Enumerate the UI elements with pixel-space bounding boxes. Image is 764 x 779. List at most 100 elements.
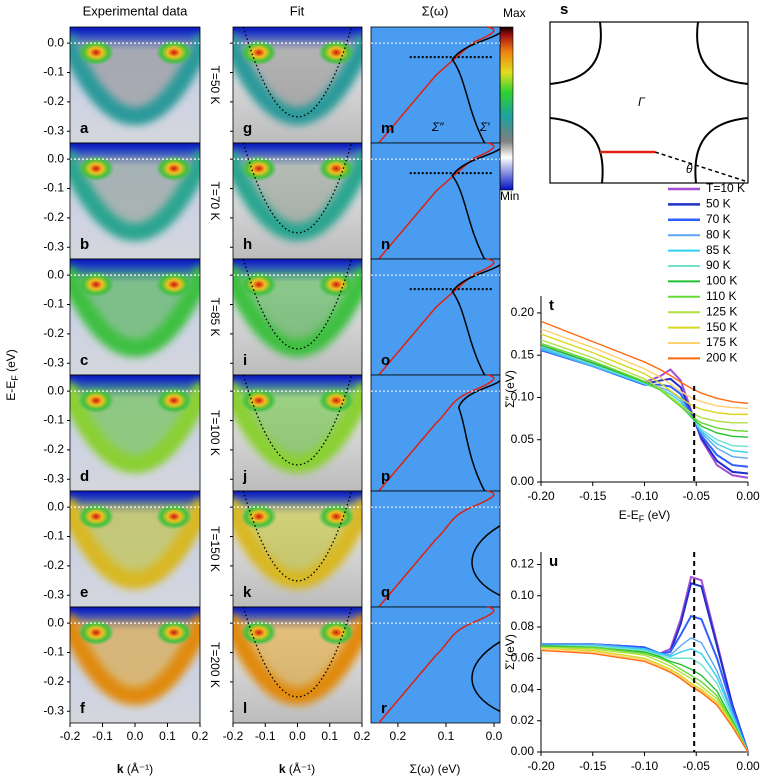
gamma-label: Γ — [638, 95, 646, 109]
column-header: Σ(ω) — [422, 3, 449, 18]
y-tick-label: 0.04 — [511, 682, 535, 696]
heatmap-panel — [70, 375, 200, 491]
y-tick-label: -0.2 — [43, 442, 64, 456]
panel-label: l — [243, 700, 247, 717]
x-tick-label: 0.1 — [159, 729, 176, 743]
data-line — [541, 645, 749, 753]
label-part: E-E — [619, 508, 639, 522]
label-bold: k — [117, 762, 124, 776]
heatmap-panel — [70, 491, 200, 607]
fermi-surface: s Γ θ — [549, 1, 749, 184]
bare-band — [242, 27, 353, 118]
y-tick-label: -0.1 — [43, 645, 64, 659]
x-tick-label: -0.15 — [579, 759, 607, 773]
band — [233, 381, 362, 473]
bare-band — [242, 491, 353, 582]
x-tick-label: -0.20 — [527, 759, 555, 773]
band — [70, 497, 200, 589]
band — [233, 149, 362, 241]
y-tick-label: -0.3 — [43, 239, 64, 253]
sigma-curve-label: Σ″ — [431, 120, 444, 134]
data-line — [541, 575, 749, 753]
y-tick-label: 0.08 — [511, 619, 535, 633]
hotspot — [318, 387, 355, 414]
sigma-panel — [370, 26, 501, 144]
y-tick-label: 0.0 — [47, 383, 64, 397]
sigma-imag-curve — [378, 142, 495, 260]
hotspot — [318, 39, 355, 66]
x-tick-label: 0.2 — [354, 729, 371, 743]
band — [70, 265, 200, 357]
label-part: (Å⁻¹) — [124, 761, 154, 776]
y-tick-label: 0.05 — [511, 432, 535, 446]
band — [70, 149, 200, 241]
temperature-label: T=70 K — [208, 181, 222, 220]
temperature-label: T=50 K — [208, 65, 222, 104]
band — [70, 33, 200, 125]
y-tick-label: 0.10 — [511, 588, 535, 602]
theta-label: θ — [686, 162, 693, 176]
x-tick-label: -0.1 — [255, 729, 276, 743]
y-tick-label: -0.3 — [43, 587, 64, 601]
data-line — [540, 645, 749, 753]
y-axis-label: Σ′ (eV) — [503, 634, 517, 670]
bare-band — [242, 143, 353, 234]
y-tick-label: -0.2 — [43, 210, 64, 224]
y-tick-label: 0.0 — [47, 267, 64, 281]
hotspot — [155, 271, 193, 298]
y-tick-label: -0.3 — [43, 355, 64, 369]
panel-label: a — [80, 120, 89, 137]
hotspot — [77, 39, 115, 66]
sigma-imag-curve — [378, 606, 495, 724]
panel-label: u — [549, 553, 558, 570]
x-tick-label: -0.05 — [683, 759, 711, 773]
column-header: Experimental data — [83, 3, 189, 18]
heatmap-panel — [233, 27, 362, 143]
hotspot — [77, 155, 115, 182]
y-tick-label: -0.2 — [43, 674, 64, 688]
heatmap-panel — [70, 27, 200, 143]
y-tick-label: 0.0 — [47, 499, 64, 513]
x-axis-label: k (Å⁻¹) — [117, 761, 153, 776]
band — [233, 613, 362, 705]
x-tick-label: -0.10 — [631, 759, 659, 773]
legend-label: 50 K — [706, 197, 731, 211]
legend-label: 175 K — [706, 335, 737, 349]
panel-label: b — [80, 236, 89, 253]
data-line — [540, 328, 749, 410]
panel-label: k — [243, 584, 252, 601]
panel-label: j — [242, 468, 247, 485]
y-tick-label: 0.00 — [511, 744, 535, 758]
y-tick-label: 0.0 — [47, 615, 64, 629]
data-line — [541, 646, 749, 753]
y-tick-label: -0.3 — [43, 703, 64, 717]
label-part: E-E — [4, 381, 18, 401]
x-axis-label: E-EF (eV) — [619, 508, 671, 524]
y-tick-label: 0.0 — [47, 151, 64, 165]
legend-label: 200 K — [706, 351, 737, 365]
x-tick-label: -0.1 — [92, 729, 113, 743]
bare-band — [242, 375, 353, 466]
heatmap-panel — [70, 143, 200, 259]
sigma-real-curve — [471, 525, 501, 597]
sigma-imag-curve — [378, 258, 495, 376]
data-line — [540, 347, 749, 454]
hotspot — [155, 503, 193, 530]
temperature-label: T=150 K — [208, 526, 222, 572]
x-tick-label: 0.00 — [736, 489, 760, 503]
hotspot — [155, 619, 193, 646]
data-line — [541, 645, 749, 753]
heatmap-panel — [233, 491, 362, 607]
x-tick-label: 0.1 — [438, 729, 455, 743]
legend-label: 85 K — [706, 243, 731, 257]
y-tick-label: -0.2 — [43, 558, 64, 572]
y-tick-label: 0.06 — [511, 650, 535, 664]
y-tick-label: -0.2 — [43, 94, 64, 108]
y-tick-label: -0.1 — [43, 181, 64, 195]
hotspot — [77, 503, 115, 530]
band — [233, 33, 362, 125]
hotspot — [318, 155, 355, 182]
panel-label: e — [80, 584, 88, 601]
y-tick-label: 0.02 — [511, 713, 535, 727]
